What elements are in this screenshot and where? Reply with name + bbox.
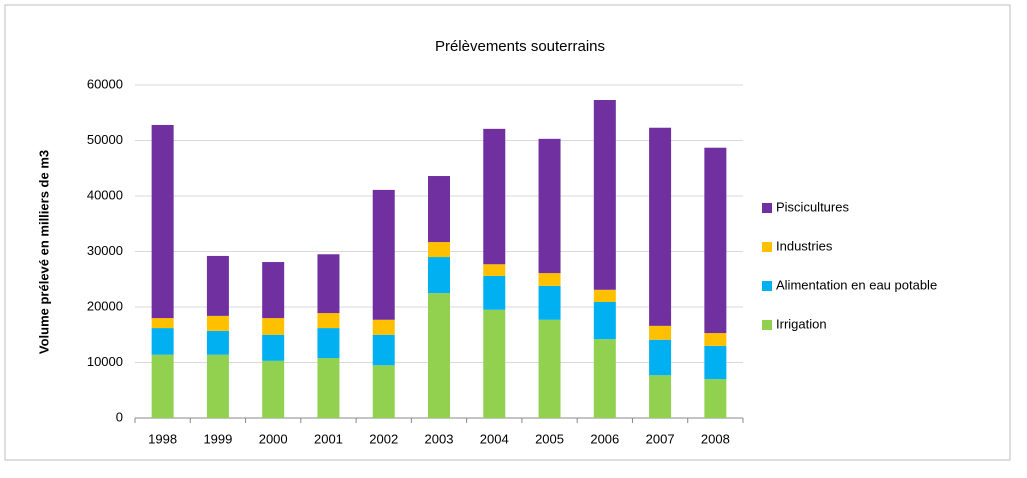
y-tick-label: 60000 [87,76,123,91]
bar-segment [428,242,450,258]
legend-swatch [762,203,772,213]
bar-segment [428,176,450,243]
x-tick-label: 2001 [314,431,343,446]
bar-segment [262,262,285,319]
bar-segment [704,147,727,334]
bar-segment [151,318,174,329]
y-tick-label: 40000 [87,187,123,202]
x-tick-label: 2002 [369,431,398,446]
bar-segment [428,257,450,294]
legend-label: Industries [776,238,833,253]
bar-segment [262,360,285,418]
x-tick-label: 2004 [480,431,509,446]
bar-segment [428,293,450,418]
bar-segment [483,275,506,310]
bar-segment [483,128,506,265]
x-tick-label: 2003 [425,431,454,446]
y-tick-label: 30000 [87,243,123,258]
bar-segment [593,302,616,340]
bar-segment [317,313,340,329]
bar-segment [317,358,340,418]
bar-segment [649,339,672,376]
bar-segment [372,334,395,366]
x-tick-label: 2008 [701,431,730,446]
bar-segment [372,189,395,320]
legend-swatch [762,281,772,291]
bar-segment [262,334,285,361]
bar-segment [206,255,229,316]
bar-segment [649,325,672,340]
legend-swatch [762,242,772,252]
y-axis-label: Volume prélevé en milliers de m3 [36,150,51,354]
bar-segment [317,328,340,359]
y-tick-label: 20000 [87,298,123,313]
legend-label: Irrigation [776,316,827,331]
bar-segment [483,264,506,276]
bar-segment [538,285,561,320]
y-tick-label: 0 [116,409,123,424]
bar-segment [262,318,285,335]
chart-title: Prélèvements souterrains [435,38,605,55]
bar-segment [317,254,340,314]
y-tick-label: 10000 [87,354,123,369]
legend-label: Alimentation en eau potable [776,277,937,292]
x-tick-label: 2005 [535,431,564,446]
bar-segment [649,375,672,418]
bar-segment [372,319,395,335]
bar-segment [151,354,174,418]
bar-segment [151,124,174,319]
x-tick-label: 2007 [646,431,675,446]
bar-segment [538,319,561,418]
bar-segment [649,127,672,326]
legend-label: Piscicultures [776,199,849,214]
bar-segment [538,273,561,286]
bar-segment [151,328,174,355]
x-tick-label: 2006 [590,431,619,446]
x-tick-label: 1998 [148,431,177,446]
bar-segment [593,289,616,303]
x-tick-label: 2000 [259,431,288,446]
y-tick-label: 50000 [87,132,123,147]
bar-segment [538,138,561,274]
bar-segment [704,345,727,380]
legend-swatch [762,320,772,330]
bar-segment [704,379,727,418]
bar-segment [704,333,727,346]
bar-segment [206,354,229,418]
x-tick-label: 1999 [203,431,232,446]
bar-segment [206,315,229,331]
bar-segment [593,339,616,418]
bar-segment [593,99,616,290]
bar-segment [206,330,229,355]
bar-segment [372,365,395,418]
bar-segment [483,309,506,418]
